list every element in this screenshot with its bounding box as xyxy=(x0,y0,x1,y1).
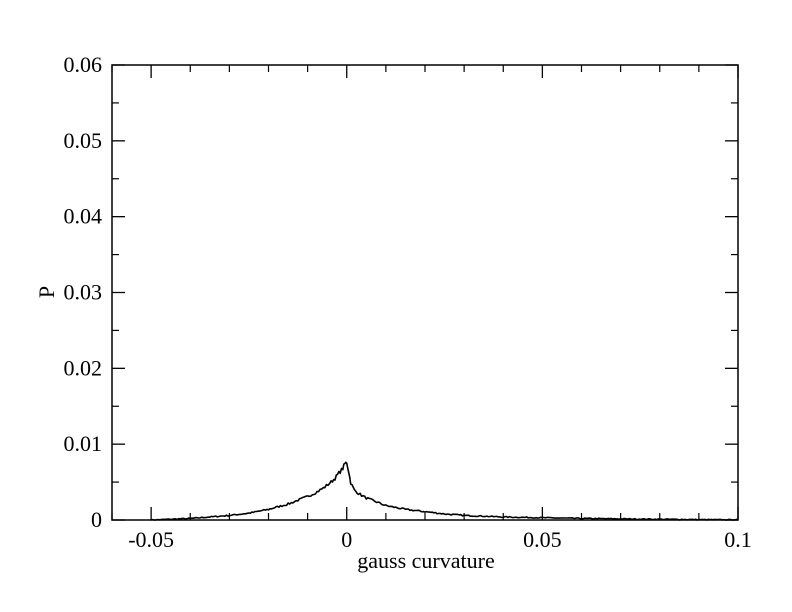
y-tick-label: 0 xyxy=(91,507,102,532)
axis-ticks xyxy=(111,64,739,521)
y-tick-label: 0.04 xyxy=(64,204,103,229)
y-tick-label: 0.02 xyxy=(64,355,103,380)
x-axis-title: gauss curvature xyxy=(357,548,494,573)
x-tick-label: 0.05 xyxy=(523,527,562,552)
x-tick-label: 0.1 xyxy=(724,527,752,552)
y-tick-label: 0.06 xyxy=(64,52,103,77)
y-tick-label: 0.01 xyxy=(64,431,103,456)
x-tick-label: 0 xyxy=(341,527,352,552)
series-line xyxy=(150,461,739,521)
x-tick-labels: -0.05 0 0.05 0.1 xyxy=(128,527,752,552)
plot-frame xyxy=(111,64,739,521)
x-tick-label: -0.05 xyxy=(128,527,174,552)
y-tick-labels: 0 0.01 0.02 0.03 0.04 0.05 0.06 xyxy=(64,52,103,532)
y-tick-label: 0.03 xyxy=(64,280,103,305)
y-tick-label: 0.05 xyxy=(64,128,103,153)
y-axis-title: P xyxy=(34,286,59,298)
